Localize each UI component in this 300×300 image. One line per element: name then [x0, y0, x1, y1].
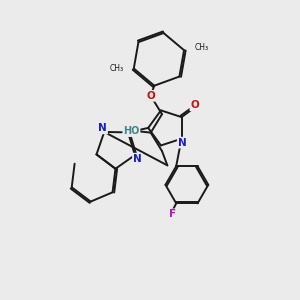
Text: HO: HO [123, 126, 140, 136]
Text: N: N [178, 138, 187, 148]
Text: N: N [133, 154, 142, 164]
Text: O: O [190, 100, 199, 110]
Text: CH₃: CH₃ [194, 43, 208, 52]
Text: F: F [169, 209, 176, 219]
Text: N: N [98, 123, 107, 134]
Text: O: O [146, 91, 155, 101]
Text: CH₃: CH₃ [109, 64, 123, 73]
